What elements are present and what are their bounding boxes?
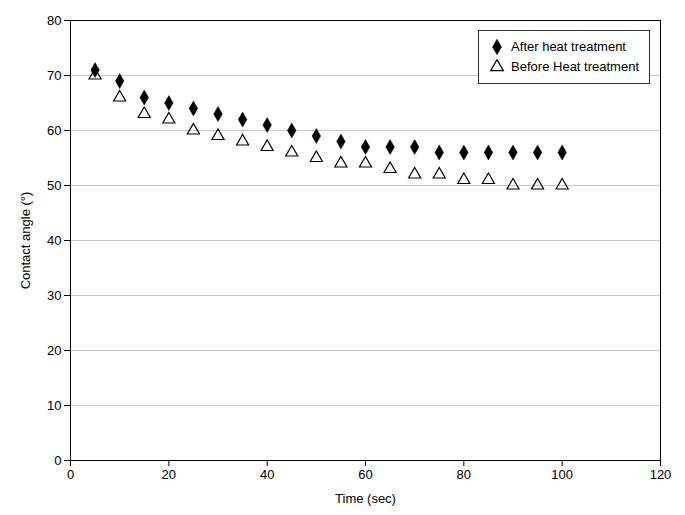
svg-text:Time (sec): Time (sec): [335, 491, 396, 506]
svg-text:20: 20: [162, 467, 176, 482]
svg-text:100: 100: [551, 467, 573, 482]
svg-text:80: 80: [457, 467, 471, 482]
svg-text:Contact angle (°): Contact angle (°): [18, 192, 33, 290]
svg-text:10: 10: [47, 398, 61, 413]
svg-text:0: 0: [54, 453, 61, 468]
svg-text:50: 50: [47, 178, 61, 193]
svg-text:80: 80: [47, 13, 61, 28]
svg-text:40: 40: [260, 467, 274, 482]
svg-text:70: 70: [47, 68, 61, 83]
html-text:After heat treatment: After heat treatment: [511, 39, 626, 54]
html-text:Before Heat treatment: Before Heat treatment: [511, 59, 639, 74]
svg-text:60: 60: [47, 123, 61, 138]
svg-text:20: 20: [47, 343, 61, 358]
svg-text:30: 30: [47, 288, 61, 303]
svg-text:60: 60: [358, 467, 372, 482]
svg-text:120: 120: [650, 467, 672, 482]
svg-text:40: 40: [47, 233, 61, 248]
svg-text:0: 0: [67, 467, 74, 482]
